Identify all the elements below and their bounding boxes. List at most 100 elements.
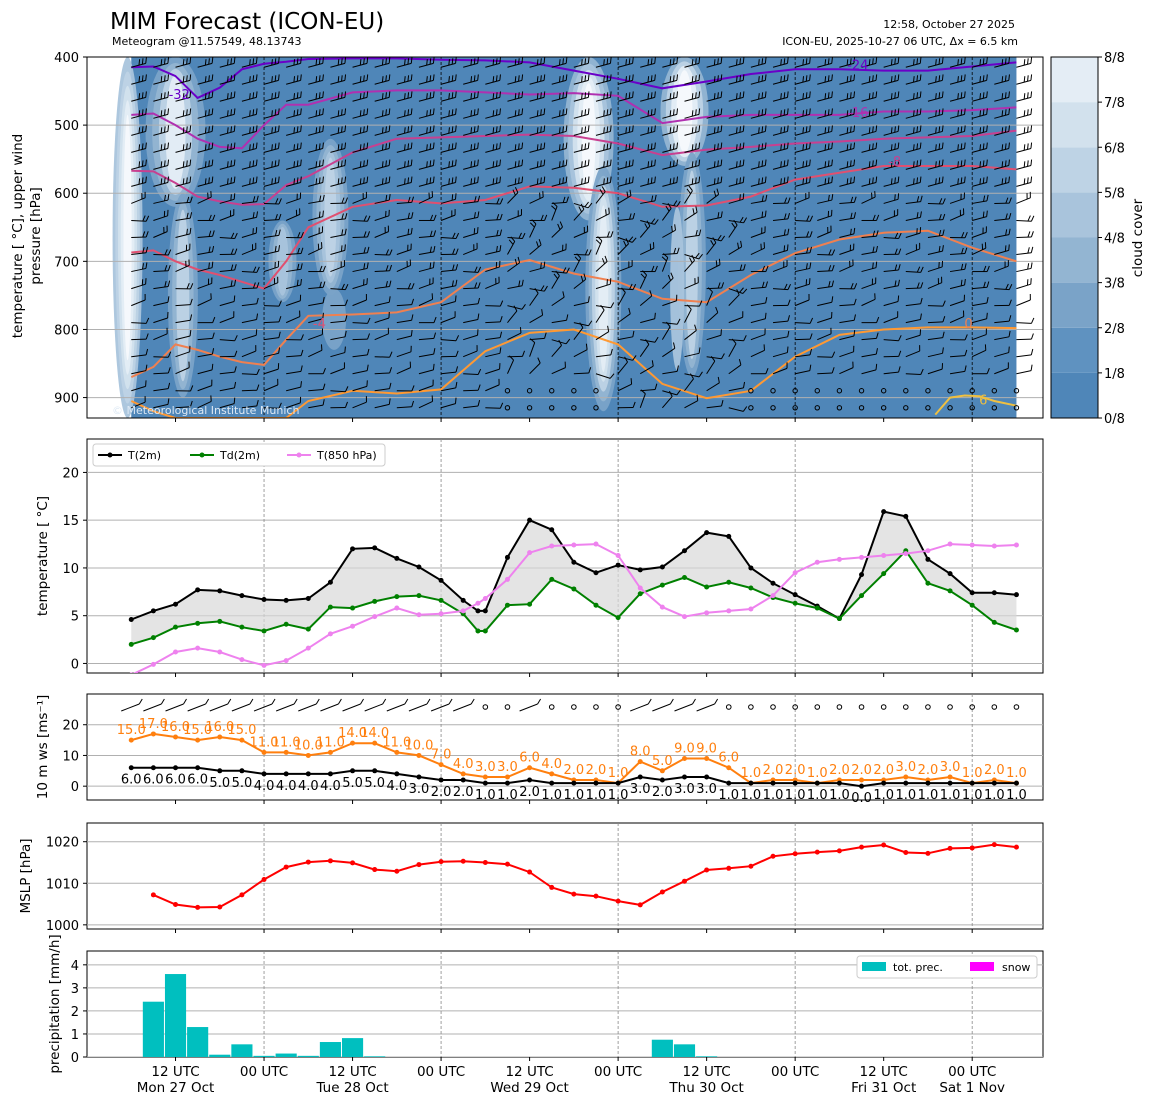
wind-barb: [529, 309, 544, 324]
wind-barb: [949, 74, 966, 85]
wind-barb: [241, 266, 260, 273]
gust-data-label: 1.0: [1006, 766, 1027, 781]
wind-barb: [1016, 364, 1033, 375]
wind-barb: [418, 74, 435, 85]
wind-barb: [684, 229, 702, 238]
xtick-label: Fri 31 Oct: [851, 1080, 916, 1096]
wind-barb: [617, 378, 633, 392]
wind-barb: [463, 125, 479, 136]
wind-barb: [374, 382, 392, 392]
wind-barb: [352, 396, 367, 409]
xtick-label: Sat 1 Nov: [939, 1080, 1005, 1096]
wind-barb: [972, 210, 988, 221]
mean-wind-data-label: 1.0: [586, 788, 607, 803]
t-2m--point: [991, 590, 997, 596]
wind-barb: [197, 395, 212, 409]
wind-barb: [263, 378, 279, 392]
t-2m--point: [475, 608, 481, 614]
wind-gust-point: [416, 752, 422, 758]
wind-barb: [396, 176, 413, 187]
wind-barb: [772, 74, 789, 85]
wind-barb: [595, 142, 612, 153]
wind-barb: [595, 348, 613, 358]
mslp-point: [903, 850, 909, 856]
wind-gust-point: [549, 771, 555, 777]
wind-barb: [883, 264, 901, 273]
calm-wind-mark: [748, 388, 754, 394]
wind-barb: [440, 279, 458, 290]
wind-barb: [618, 401, 636, 409]
upper-wind-barbs: [131, 57, 1035, 412]
wind-barb: [529, 288, 539, 306]
wind-barb: [772, 330, 790, 341]
mslp-point: [261, 877, 267, 883]
calm-wind-mark: [814, 405, 820, 411]
wind-barb: [175, 212, 193, 221]
wind-barb: [396, 345, 412, 358]
wind-gust-point: [482, 774, 488, 780]
temperature-legend: T(2m) Td(2m) T(850 hPa): [92, 443, 386, 467]
wind-barb: [175, 298, 193, 307]
wind-barb: [861, 74, 878, 85]
wind-barb: [817, 367, 835, 375]
wind-barb: [418, 348, 436, 358]
t-850-hpa--point: [305, 645, 311, 651]
wind-barb: [529, 239, 542, 255]
wind-barb: [661, 390, 673, 409]
wind-barb: [994, 125, 1010, 136]
wind-barb: [418, 159, 435, 170]
mslp-point: [814, 849, 820, 855]
wind-barb: [728, 216, 748, 224]
xtick-label: 12 UTC: [151, 1064, 199, 1080]
wind-barb: [352, 159, 369, 170]
wind-barb: [949, 176, 966, 187]
wind-barb: [684, 347, 701, 358]
td-2m--point: [217, 618, 223, 624]
t-850-hpa--point: [460, 608, 466, 614]
wind-barb: [773, 299, 791, 307]
t-2m--point: [792, 592, 798, 598]
t-2m--point: [549, 527, 555, 533]
wind-barb: [175, 259, 190, 273]
mslp-point: [637, 902, 643, 908]
wind-barb: [396, 400, 415, 409]
wind-barb: [440, 108, 457, 119]
wind-barb: [927, 125, 944, 136]
surface-wind-barb: [121, 698, 143, 712]
wind-barb: [595, 255, 608, 272]
legend-label: Td(2m): [219, 449, 260, 462]
t-850-hpa--point: [261, 662, 267, 668]
wind-barb: [308, 383, 326, 392]
wind-barb: [795, 215, 814, 222]
wind-barb: [750, 265, 769, 273]
wind-barb: [949, 365, 967, 375]
ytick-label: 4: [71, 959, 79, 974]
mean-wind-data-label: 3.0: [409, 782, 430, 797]
wind-barb: [728, 381, 746, 392]
surface-calm-mark: [947, 704, 953, 710]
wind-barb: [374, 367, 393, 375]
wind-barb: [197, 159, 214, 170]
wind-barb: [927, 229, 945, 238]
wind-barb: [529, 142, 546, 153]
gust-data-label: 1.0: [962, 766, 983, 781]
t-850-hpa--point: [682, 614, 687, 620]
wind-mean-point: [416, 774, 422, 780]
mslp-point: [947, 845, 953, 851]
wind-barb: [861, 191, 876, 204]
wind-barb: [839, 142, 856, 153]
wind-barb: [153, 159, 170, 170]
calm-wind-mark: [526, 405, 533, 411]
calm-wind-mark: [549, 388, 555, 394]
precip-bar: [673, 1044, 696, 1057]
wind-barb: [241, 384, 260, 392]
wind-barb: [507, 305, 518, 323]
wind-barb: [485, 159, 501, 170]
wind-barb: [219, 350, 238, 358]
mslp-point: [726, 865, 732, 871]
wind-barb: [219, 248, 238, 256]
t-850-hpa--point: [150, 661, 156, 667]
wind-barb: [883, 91, 900, 102]
wind-barb: [263, 229, 281, 238]
calm-wind-mark: [549, 405, 555, 411]
